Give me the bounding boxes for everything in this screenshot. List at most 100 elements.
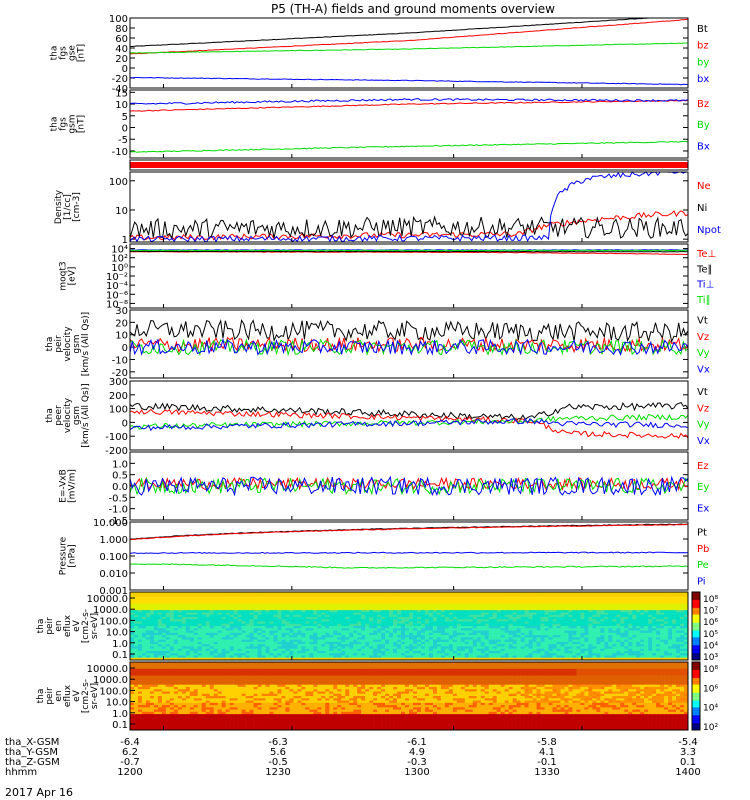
heatmap-cell <box>137 657 143 661</box>
heatmap-cell <box>616 635 621 638</box>
heatmap-cell <box>444 628 450 631</box>
heatmap-cell <box>241 603 246 606</box>
heatmap-cell <box>564 639 569 643</box>
heatmap-cell <box>309 655 314 659</box>
heatmap-cell <box>249 646 254 649</box>
heatmap-cell <box>552 619 557 622</box>
heatmap-cell <box>141 720 147 724</box>
heatmap-cell <box>149 612 155 615</box>
heatmap-cell <box>130 657 135 661</box>
heatmap-cell <box>281 650 286 654</box>
heatmap-cell <box>644 646 649 649</box>
heatmap-cell <box>500 644 505 647</box>
heatmap-cell <box>572 641 577 645</box>
heatmap-cell <box>153 650 159 654</box>
heatmap-cell <box>385 641 390 645</box>
heatmap-cell <box>508 607 513 611</box>
y-tick-label: 1.000 <box>99 535 128 546</box>
heatmap-cell <box>213 610 218 613</box>
heatmap-cell <box>405 607 410 611</box>
heatmap-cell <box>532 657 537 661</box>
heatmap-cell <box>289 601 294 604</box>
heatmap-cell <box>580 610 585 613</box>
heatmap-cell <box>393 619 398 622</box>
heatmap-cell <box>584 592 589 595</box>
heatmap-cell <box>428 650 434 654</box>
heatmap-cell <box>341 650 346 654</box>
heatmap-cell <box>349 637 354 640</box>
y-tick-label: -100 <box>105 432 128 443</box>
heatmap-cell <box>169 671 175 674</box>
heatmap-cell <box>145 626 151 629</box>
heatmap-cell <box>249 605 254 609</box>
heatmap-cell <box>660 648 665 652</box>
heatmap-cell <box>684 653 689 656</box>
heatmap-cell <box>672 655 677 659</box>
heatmap-cell <box>389 641 394 645</box>
heatmap-cell <box>580 641 585 645</box>
heatmap-cell <box>472 650 478 654</box>
heatmap-cell <box>564 644 569 647</box>
heatmap-cell <box>516 648 521 652</box>
heatmap-cell <box>197 630 203 634</box>
heatmap-cell <box>381 612 386 615</box>
heatmap-cell <box>608 616 613 620</box>
heatmap-cell <box>173 689 179 692</box>
heatmap-cell <box>237 653 242 656</box>
heatmap-cell <box>161 601 167 604</box>
heatmap-cell <box>133 666 139 670</box>
heatmap-cell <box>153 707 159 710</box>
heatmap-cell <box>624 628 629 631</box>
heatmap-cell <box>157 698 163 701</box>
heatmap-cell <box>221 635 226 638</box>
heatmap-cell <box>612 605 617 609</box>
heatmap-cell <box>141 612 147 615</box>
heatmap-cell <box>165 698 171 701</box>
heatmap-cell <box>416 614 422 618</box>
heatmap-cell <box>133 664 139 667</box>
heatmap-cell <box>189 655 195 659</box>
heatmap-cell <box>416 601 422 604</box>
heatmap-cell <box>548 616 553 620</box>
heatmap-cell <box>173 619 179 622</box>
heatmap-cell <box>672 657 677 661</box>
heatmap-cell <box>452 626 458 629</box>
heatmap-cell <box>660 607 665 611</box>
heatmap-cell <box>293 601 298 604</box>
heatmap-cell <box>329 601 334 604</box>
heatmap-cell <box>452 641 458 645</box>
heatmap-cell <box>672 641 677 645</box>
heatmap-cell <box>608 607 613 611</box>
heatmap-cell <box>257 628 262 631</box>
heatmap-cell <box>560 639 565 643</box>
heatmap-cell <box>676 605 681 609</box>
heatmap-cell <box>672 644 677 647</box>
heatmap-cell <box>309 641 314 645</box>
legend-label: Vz <box>697 332 709 343</box>
heatmap-cell <box>193 592 199 595</box>
heatmap-cell <box>341 605 346 609</box>
heatmap-cell <box>484 598 490 602</box>
y-axis-label-line: [km/s (All Qs)] <box>81 312 91 376</box>
heatmap-cell <box>269 628 274 631</box>
heatmap-cell <box>512 614 517 618</box>
heatmap-cell <box>560 621 565 625</box>
heatmap-cell <box>568 641 573 645</box>
heatmap-cell <box>412 648 418 652</box>
heatmap-cell <box>524 623 529 627</box>
heatmap-cell <box>436 653 442 656</box>
heatmap-cell <box>484 592 490 595</box>
heatmap-cell <box>560 655 565 659</box>
heatmap-cell <box>293 650 298 654</box>
heatmap-cell <box>600 594 605 597</box>
heatmap-cell <box>153 673 159 676</box>
heatmap-cell <box>389 626 394 629</box>
heatmap-cell <box>496 594 501 597</box>
heatmap-cell <box>205 594 211 597</box>
heatmap-cell <box>612 598 617 602</box>
heatmap-cell <box>588 621 593 625</box>
heatmap-cell <box>177 709 183 713</box>
heatmap-cell <box>213 639 218 643</box>
heatmap-cell <box>660 630 665 634</box>
heatmap-cell <box>149 614 155 618</box>
